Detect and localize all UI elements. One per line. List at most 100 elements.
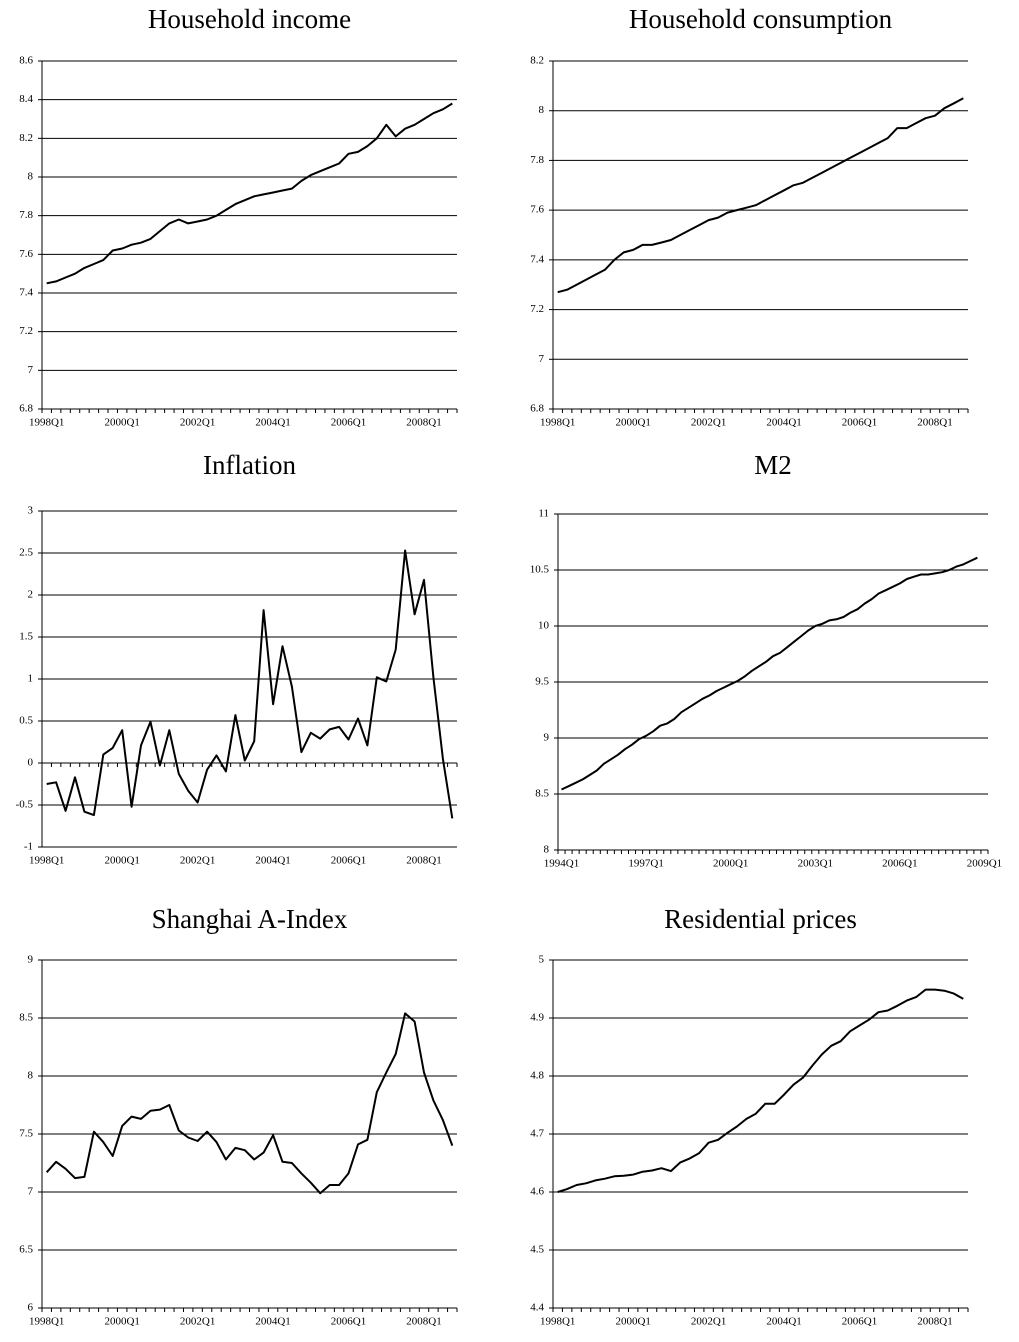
y-tick-label: 8.2 [530,55,544,67]
y-tick-label: 7.8 [530,154,544,166]
x-tick-label: 2006Q1 [331,855,366,867]
x-tick-label: 2006Q1 [882,858,917,870]
y-tick-label: 4.9 [530,1012,544,1024]
x-tick-label: 1998Q1 [29,1316,64,1328]
x-tick-label: 2004Q1 [255,855,290,867]
y-tick-label: 6 [28,1302,34,1314]
y-tick-label: 7.6 [530,204,544,216]
chart-panel: Residential prices 4.4 4.5 4.6 4.7 4.8 4.9 5 199… [530,904,969,1328]
y-tick-label: 9 [28,954,34,966]
chart-panel: Shanghai A-Index 6 6.5 7 7.5 8 8.5 9 1998Q1 2000Q… [19,904,458,1328]
y-tick-label: 11 [538,508,549,520]
data-line [46,102,453,285]
x-tick-label: 2002Q1 [180,855,215,867]
y-tick-label: 7.2 [19,325,33,337]
x-tick-label: 2004Q1 [766,1316,801,1328]
data-line [557,988,964,1193]
x-tick-label: 1998Q1 [29,417,64,429]
y-tick-label: 7.4 [530,253,544,265]
x-tick-label: 1998Q1 [540,1316,575,1328]
chart-title: Shanghai A-Index [152,904,348,934]
x-tick-label: 1994Q1 [544,858,579,870]
x-tick-label: 2002Q1 [691,417,726,429]
x-tick-label: 2000Q1 [104,417,139,429]
y-tick-label: 4.7 [530,1128,544,1140]
x-tick-label: 2006Q1 [842,1316,877,1328]
y-tick-label: 8 [544,844,550,856]
y-tick-label: 2 [28,589,34,601]
x-tick-label: 2008Q1 [917,417,952,429]
y-tick-label: 5 [539,954,545,966]
x-tick-label: 2006Q1 [842,417,877,429]
x-tick-label: 2004Q1 [255,417,290,429]
y-tick-label: 9 [544,732,550,744]
y-tick-label: 7 [539,353,545,365]
x-tick-label: 2006Q1 [331,1316,366,1328]
y-tick-label: 0.5 [19,715,33,727]
chart-title: M2 [754,450,792,480]
y-tick-label: 9.5 [535,676,549,688]
y-tick-label: 2.5 [19,547,33,559]
chart-title: Household consumption [629,4,893,34]
chart-panel: M2 8 8.5 9 9.5 10 10.5 11 1994Q1 1997Q1 2000Q1 2003… [530,450,1002,869]
x-tick-label: 2000Q1 [104,855,139,867]
y-tick-label: 1.5 [19,631,33,643]
y-tick-label: 8 [28,1070,34,1082]
y-tick-label: -1 [24,841,33,853]
y-tick-label: 7 [28,1186,34,1198]
x-tick-label: 2002Q1 [180,1316,215,1328]
x-tick-label: 2004Q1 [255,1316,290,1328]
y-tick-label: 0 [28,757,34,769]
y-tick-label: 10 [538,620,550,632]
y-tick-label: 7.6 [19,248,33,260]
y-tick-label: 10.5 [530,564,550,576]
data-line [46,549,454,819]
y-tick-label: 8.4 [19,93,33,105]
y-tick-label: 4.4 [530,1302,544,1314]
y-tick-label: 8.6 [19,55,33,67]
x-tick-label: 2000Q1 [104,1316,139,1328]
y-tick-label: 3 [28,505,34,517]
x-tick-label: 1998Q1 [540,417,575,429]
y-tick-label: 7 [28,364,34,376]
data-line [45,1012,454,1195]
x-tick-label: 2003Q1 [798,858,833,870]
y-tick-label: 4.5 [530,1244,544,1256]
y-tick-label: 8 [28,171,34,183]
x-tick-label: 1998Q1 [29,855,64,867]
x-tick-label: 2000Q1 [615,417,650,429]
chart-title: Inflation [203,450,296,480]
x-tick-label: 2008Q1 [917,1316,952,1328]
y-tick-label: 4.6 [530,1186,544,1198]
data-line [557,97,964,294]
chart-panel: Household consumption 6.8 7 7.2 7.4 7.6 7.8 8 8.… [530,4,969,429]
y-tick-label: 7.4 [19,287,33,299]
chart-title: Residential prices [664,904,857,934]
y-tick-label: 6.5 [19,1244,33,1256]
y-tick-label: 7.8 [19,209,33,221]
y-tick-label: 6.8 [19,403,33,415]
y-tick-label: -0.5 [16,799,34,811]
y-tick-label: 8.5 [535,788,549,800]
x-tick-label: 2006Q1 [331,417,366,429]
x-tick-label: 2009Q1 [967,858,1002,870]
data-line [561,556,978,791]
y-tick-label: 4.8 [530,1070,544,1082]
y-tick-label: 8 [539,104,545,116]
x-tick-label: 2002Q1 [691,1316,726,1328]
chart-panel: Household income 6.8 7 7.2 7.4 7.6 7.8 8 8.2 8.4 8… [19,4,458,429]
x-tick-label: 2000Q1 [615,1316,650,1328]
y-tick-label: 8.2 [19,132,33,144]
chart-panel: Inflation -1 -0.5 0 0.5 1 1.5 2 2.5 3 1998Q1 2000Q1… [16,450,458,867]
x-tick-label: 2008Q1 [406,1316,441,1328]
y-tick-label: 1 [28,673,34,685]
x-tick-label: 1997Q1 [628,858,663,870]
x-tick-label: 2002Q1 [180,417,215,429]
chart-title: Household income [148,4,351,34]
y-tick-label: 7.2 [530,303,544,315]
x-tick-label: 2008Q1 [406,855,441,867]
y-tick-label: 7.5 [19,1128,33,1140]
x-tick-label: 2004Q1 [766,417,801,429]
x-tick-label: 2008Q1 [406,417,441,429]
